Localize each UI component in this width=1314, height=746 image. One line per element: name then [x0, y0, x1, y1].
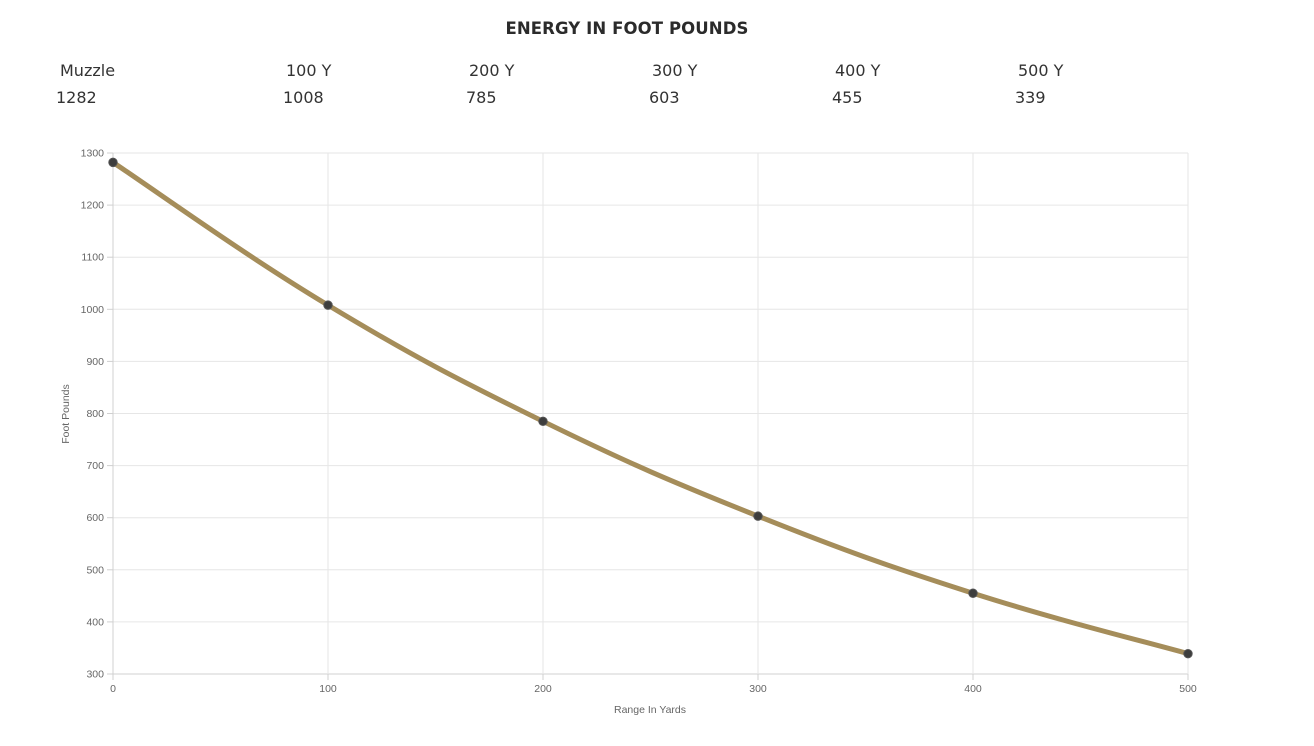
- summary-value: 1282: [56, 88, 97, 107]
- x-tick-label: 300: [749, 683, 767, 695]
- summary-column-muzzle: Muzzle 1282: [56, 57, 116, 111]
- y-tick-label: 600: [86, 512, 104, 524]
- summary-value: 603: [649, 88, 680, 107]
- y-axis-title: Foot Pounds: [60, 384, 72, 444]
- summary-label: 400 Y: [835, 61, 881, 80]
- x-tick-label: 0: [110, 683, 116, 695]
- summary-value: 785: [466, 88, 497, 107]
- y-tick-label: 800: [86, 408, 104, 420]
- x-tick-label: 400: [964, 683, 982, 695]
- data-point[interactable]: [108, 157, 118, 168]
- x-tick-label: 100: [319, 683, 337, 695]
- y-tick-label: 1100: [81, 252, 104, 264]
- series-line-group: [110, 159, 1191, 657]
- data-point[interactable]: [753, 511, 763, 521]
- y-tick-label: 1000: [81, 304, 105, 316]
- x-axis-title: Range In Yards: [614, 704, 686, 716]
- summary-label: 200 Y: [469, 61, 515, 80]
- x-tick-label: 500: [1179, 683, 1197, 695]
- summary-column-500: 500 Y 339: [1015, 57, 1064, 111]
- grid: [112, 152, 1189, 675]
- y-tick-label: 400: [86, 616, 104, 628]
- data-point[interactable]: [1183, 648, 1193, 659]
- y-tick-label: 1200: [81, 200, 105, 212]
- summary-label: Muzzle: [60, 61, 116, 80]
- summary-value: 1008: [283, 88, 324, 107]
- data-point[interactable]: [323, 300, 333, 310]
- summary-column-100: 100 Y 1008: [283, 57, 332, 111]
- data-point[interactable]: [538, 416, 548, 427]
- y-tick-label: 300: [86, 669, 104, 681]
- data-point[interactable]: [968, 588, 978, 598]
- summary-value: 339: [1015, 88, 1046, 107]
- axes: 300 400 500 600 700 800 900 1000 1100 1200 1300 0 10…: [81, 148, 1197, 696]
- y-tick-label: 900: [86, 356, 104, 368]
- summary-column-400: 400 Y 455: [832, 57, 881, 111]
- y-tick-label: 1300: [81, 148, 105, 160]
- summary-column-200: 200 Y 785: [466, 57, 515, 111]
- summary-label: 500 Y: [1018, 61, 1064, 80]
- x-tick-label: 200: [534, 683, 552, 695]
- summary-value: 455: [832, 88, 863, 107]
- data-points: [108, 157, 1193, 659]
- summary-column-300: 300 Y 603: [649, 57, 698, 111]
- series-line: [110, 159, 1191, 657]
- summary-label: 100 Y: [286, 61, 332, 80]
- chart-title: ENERGY IN FOOT POUNDS: [505, 19, 749, 38]
- y-tick-label: 700: [86, 460, 104, 472]
- summary-label: 300 Y: [652, 61, 698, 80]
- y-tick-label: 500: [86, 564, 104, 576]
